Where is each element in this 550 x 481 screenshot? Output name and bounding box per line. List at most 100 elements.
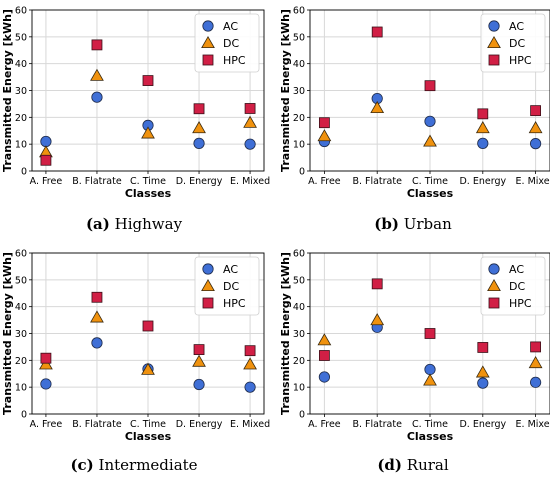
y-tick-label: 60 <box>15 249 27 260</box>
legend-label-dc: DC <box>223 37 239 50</box>
data-point-ac <box>193 137 205 149</box>
data-point-ac <box>193 378 205 391</box>
x-tick-label: C. Time <box>412 176 448 187</box>
y-axis-label: Transmitted Energy [kWh] <box>279 252 292 415</box>
x-tick-label: B. Flatrate <box>72 176 122 187</box>
x-axis-label: Classes <box>407 430 454 443</box>
data-point-hpc <box>530 105 541 117</box>
chart-panel-2: 0 10 20 30 40 50 60 A. Free B. Flatrate C. Time D.… <box>279 6 550 233</box>
legend-label-ac: AC <box>223 263 238 276</box>
y-tick-label: 10 <box>293 140 305 151</box>
caption-text: Urban <box>399 215 452 233</box>
data-point-ac <box>424 363 436 376</box>
data-point-hpc <box>91 39 103 51</box>
data-point-hpc <box>477 108 489 120</box>
caption-letter: (c) <box>70 456 93 474</box>
caption-letter: (b) <box>374 215 399 233</box>
y-tick-label: 30 <box>293 86 305 97</box>
legend-label-hpc: HPC <box>509 297 532 310</box>
x-axis-label: Classes <box>125 430 172 443</box>
x-tick-label: C. Time <box>130 176 166 187</box>
y-axis-label: Transmitted Energy [kWh] <box>1 9 14 172</box>
data-point-hpc <box>40 352 52 364</box>
legend-marker-hpc <box>202 54 214 66</box>
x-tick-label: E. Mixed <box>230 176 270 187</box>
data-point-hpc <box>371 26 383 38</box>
y-tick-label: 40 <box>15 59 27 70</box>
legend-label-hpc: HPC <box>509 54 532 67</box>
data-point-ac <box>477 137 489 149</box>
data-point-hpc <box>193 344 205 356</box>
y-tick-label: 20 <box>15 113 27 124</box>
legend-label-ac: AC <box>509 263 524 276</box>
data-point-ac <box>529 376 542 388</box>
legend-marker-dc <box>487 35 501 49</box>
x-tick-label: E. Mixed <box>516 419 550 430</box>
legend-marker-ac <box>488 20 500 32</box>
y-tick-label: 50 <box>15 32 27 43</box>
caption-letter: (a) <box>86 215 110 233</box>
chart-panel-1: 0 10 20 30 40 50 60 A. Free B. Flatrate C. Time D.… <box>1 6 270 234</box>
y-tick-label: 0 <box>21 410 27 421</box>
data-point-hpc <box>91 291 103 303</box>
data-point-dc <box>90 310 104 323</box>
legend-marker-hpc <box>488 54 500 66</box>
data-point-dc <box>475 365 490 378</box>
x-tick-label: D. Energy <box>176 419 223 430</box>
legend-label-dc: DC <box>509 37 525 50</box>
data-point-hpc <box>424 80 436 92</box>
data-point-dc <box>141 362 155 375</box>
x-tick-label: C. Time <box>412 419 448 430</box>
legend-marker-ac <box>202 263 214 275</box>
data-point-ac <box>40 378 52 390</box>
data-point-hpc <box>142 320 154 332</box>
panel-caption: (c) Intermediate <box>70 456 197 474</box>
y-axis-label: Transmitted Energy [kWh] <box>279 9 292 172</box>
y-tick-label: 10 <box>15 140 27 151</box>
data-point-dc <box>90 68 104 81</box>
y-tick-label: 40 <box>15 302 27 313</box>
data-point-ac <box>424 115 436 127</box>
y-tick-label: 10 <box>15 383 27 394</box>
legend-marker-ac <box>202 20 214 32</box>
caption-text: Rural <box>402 456 449 474</box>
chart-panel-3: 0 10 20 30 40 50 60 A. Free B. Flatrate C. Time D.… <box>1 249 270 475</box>
legend-label-ac: AC <box>223 20 238 33</box>
data-point-ac <box>244 381 256 393</box>
data-point-ac <box>477 377 489 389</box>
data-point-hpc <box>244 103 256 114</box>
data-point-hpc <box>318 350 330 361</box>
x-tick-label: D. Energy <box>459 419 506 430</box>
legend-label-ac: AC <box>509 20 524 33</box>
caption-text: Intermediate <box>94 456 198 474</box>
y-tick-label: 10 <box>293 383 305 394</box>
data-point-dc <box>370 100 385 113</box>
y-tick-label: 60 <box>293 249 305 260</box>
data-point-hpc <box>477 342 489 353</box>
data-point-dc <box>192 354 206 367</box>
y-tick-label: 20 <box>293 113 305 124</box>
y-tick-label: 30 <box>293 329 305 340</box>
data-point-hpc <box>142 75 154 86</box>
data-point-ac <box>40 135 52 148</box>
data-point-hpc <box>193 103 205 115</box>
panel-caption: (d) Rural <box>377 456 449 474</box>
y-tick-label: 50 <box>293 32 305 43</box>
data-point-hpc <box>244 345 256 357</box>
data-point-dc <box>317 129 332 142</box>
y-tick-label: 60 <box>15 6 27 17</box>
y-tick-label: 0 <box>299 410 305 421</box>
x-axis-label: Classes <box>407 187 454 200</box>
panel-caption: (a) Highway <box>86 215 183 233</box>
x-tick-label: A. Free <box>308 419 341 430</box>
data-point-ac <box>91 91 103 103</box>
data-point-dc <box>192 121 206 134</box>
legend-marker-dc <box>487 278 501 292</box>
x-tick-label: B. Flatrate <box>352 419 402 430</box>
x-tick-label: A. Free <box>30 419 63 430</box>
data-point-ac <box>529 138 542 150</box>
data-point-hpc <box>318 117 330 129</box>
legend-label-hpc: HPC <box>223 297 246 310</box>
x-tick-label: A. Free <box>30 176 63 187</box>
y-tick-label: 60 <box>293 6 305 17</box>
